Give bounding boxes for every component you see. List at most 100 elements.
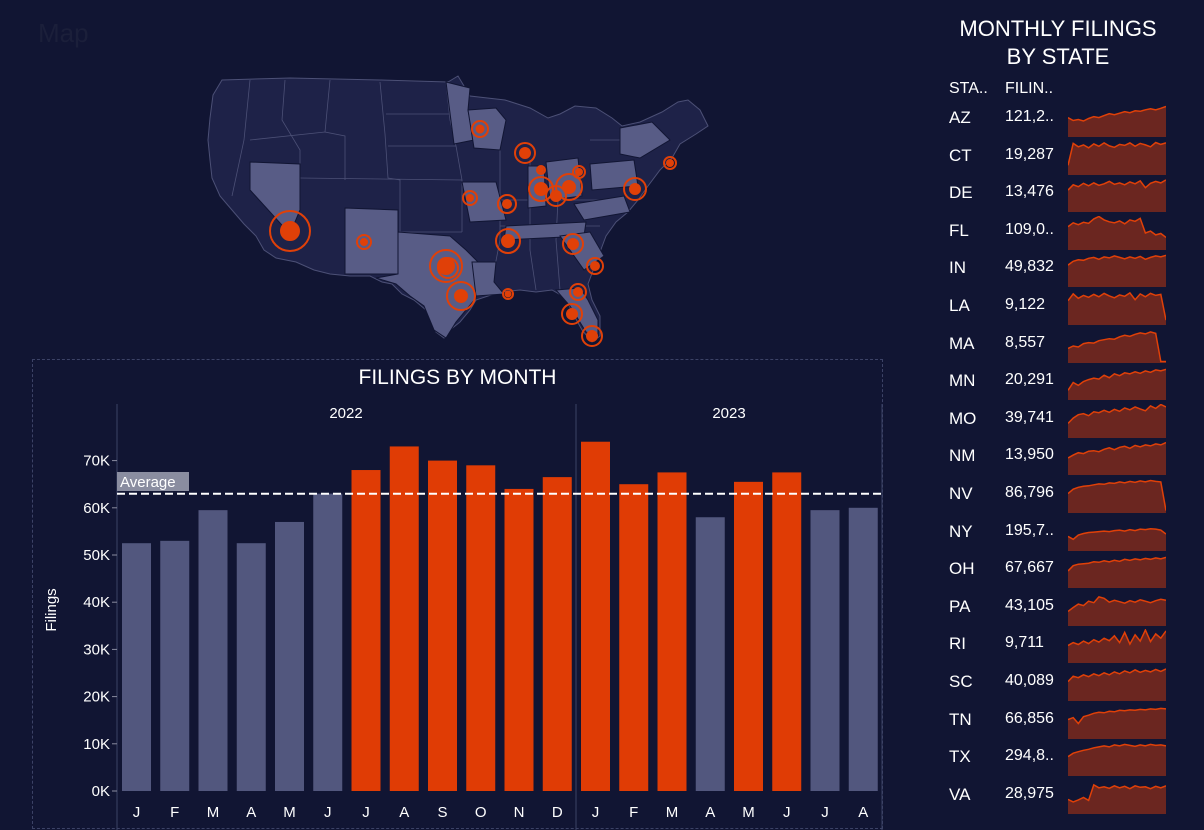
y-axis-ticks: 0K 10K 20K 30K 40K 50K 60K 70K	[83, 453, 117, 800]
sparkline-area	[1068, 142, 1166, 175]
sparkline-area	[1068, 292, 1166, 325]
bar-2022-1[interactable]	[122, 543, 151, 791]
marker-fl-2	[561, 303, 583, 325]
column-header-state[interactable]: STA..	[949, 80, 988, 97]
bar-2022-6[interactable]	[313, 493, 343, 791]
bar-2023-1[interactable]	[581, 441, 610, 791]
state-code: VA	[949, 784, 971, 804]
state-row[interactable]: RI 9,711	[930, 626, 1204, 664]
state-nv	[249, 161, 301, 235]
marker-sc-2	[586, 257, 604, 275]
bar-2022-8[interactable]	[389, 446, 419, 791]
map-markers[interactable]	[269, 120, 677, 347]
state-filings-value: 294,8..	[1005, 747, 1054, 765]
sparkline-area	[1068, 557, 1166, 589]
x-tick-label: M	[666, 804, 679, 821]
state-filings-value: 40,089	[1005, 672, 1054, 689]
state-row[interactable]: TX 294,8..	[930, 739, 1204, 777]
sparkline	[1068, 141, 1166, 175]
sparkline	[1068, 743, 1166, 777]
state-row[interactable]: PA 43,105	[930, 589, 1204, 626]
bar-2023-3[interactable]	[657, 472, 687, 791]
bar-2022-5[interactable]	[275, 521, 304, 791]
state-filings-value: 9,122	[1005, 296, 1046, 313]
bar-2023-4[interactable]	[695, 517, 725, 791]
state-row[interactable]: AZ 121,2..	[930, 100, 1204, 137]
state-row[interactable]: MN 20,291	[930, 363, 1204, 401]
us-map[interactable]	[0, 0, 930, 355]
side-title: MONTHLY FILINGS BY STATE	[930, 15, 1186, 71]
sparkline-area	[1068, 255, 1166, 288]
bar-2022-9[interactable]	[428, 460, 457, 791]
state-code: CT	[949, 145, 972, 165]
state-filings-value: 121,2..	[1005, 108, 1054, 125]
state-code: MA	[949, 333, 975, 353]
x-tick-label: A	[246, 804, 256, 821]
sparkline	[1068, 783, 1166, 814]
state-row[interactable]: LA 9,122	[930, 288, 1204, 325]
x-tick-label: J	[592, 804, 600, 821]
state-row[interactable]: NY 195,7..	[930, 514, 1204, 551]
bar-2023-2[interactable]	[619, 484, 649, 791]
sparkline-area	[1068, 106, 1166, 137]
state-row[interactable]: TN 66,856	[930, 702, 1204, 739]
sparkline-area	[1068, 480, 1166, 513]
state-row[interactable]: MO 39,741	[930, 401, 1204, 438]
column-header-filings[interactable]: FILIN..	[1005, 80, 1054, 97]
state-row[interactable]: NV 86,796	[930, 476, 1204, 513]
state-code: MO	[949, 408, 977, 428]
state-row[interactable]: VA 28,975	[930, 777, 1204, 814]
state-code: LA	[949, 296, 970, 315]
state-row[interactable]: MA 8,557	[930, 326, 1204, 363]
y-tick-label: 50K	[83, 547, 110, 564]
x-tick-label: M	[207, 804, 220, 821]
sparkline-line	[1068, 291, 1166, 321]
state-ny	[619, 121, 671, 159]
sparkline-area	[1068, 180, 1166, 213]
bar-2022-12[interactable]	[542, 477, 572, 791]
bar-chart: Filings 2022 2023 0K 10K 20K 30K 40K 50K 60K 70…	[43, 404, 883, 830]
y-tick-label: 10K	[83, 736, 110, 753]
state-row[interactable]: FL 109,0..	[930, 213, 1204, 250]
x-tick-label: M	[742, 804, 755, 821]
state-filings-value: 39,741	[1005, 408, 1054, 426]
sparkline-area	[1068, 596, 1166, 626]
marker-oh-2	[555, 173, 583, 201]
bar-2023-6[interactable]	[772, 472, 802, 791]
marker-in-2	[536, 165, 546, 175]
state-filings-value: 13,476	[1005, 183, 1054, 201]
state-row[interactable]: IN 49,832	[930, 250, 1204, 288]
sparkline-line	[1068, 707, 1166, 725]
sparkline-line	[1068, 403, 1166, 424]
sparkline	[1068, 595, 1166, 626]
sparkline-area	[1068, 216, 1166, 250]
bars	[122, 441, 878, 791]
bar-2022-7[interactable]	[351, 470, 381, 791]
state-row[interactable]: DE 13,476	[930, 175, 1204, 213]
state-row[interactable]: SC 40,089	[930, 664, 1204, 701]
sparkline	[1068, 403, 1166, 438]
state-filings-value: 8,557	[1005, 333, 1046, 351]
state-row[interactable]: CT 19,287	[930, 138, 1204, 175]
sparkline	[1068, 368, 1166, 401]
sparkline	[1068, 179, 1166, 213]
bar-2023-5[interactable]	[734, 481, 763, 791]
marker-nm	[356, 234, 372, 250]
bar-chart-title: FILINGS BY MONTH	[358, 366, 557, 389]
bar-2022-3[interactable]	[198, 510, 228, 791]
bar-2022-2[interactable]	[160, 540, 190, 791]
state-row[interactable]: NM 13,950	[930, 438, 1204, 476]
bar-2022-4[interactable]	[236, 543, 266, 791]
sparkline-line	[1068, 141, 1166, 166]
bar-2022-10[interactable]	[466, 465, 496, 791]
y-tick-label: 60K	[83, 500, 110, 517]
x-tick-label: N	[514, 804, 525, 821]
state-row[interactable]: OH 67,667	[930, 551, 1204, 589]
marker-mn	[471, 120, 489, 138]
state-code: OH	[949, 559, 975, 579]
bar-2023-8[interactable]	[848, 507, 878, 791]
bar-2023-7[interactable]	[810, 510, 840, 791]
bar-2022-11[interactable]	[504, 488, 534, 791]
state-code: PA	[949, 596, 971, 616]
marker-mo-1	[462, 190, 478, 206]
